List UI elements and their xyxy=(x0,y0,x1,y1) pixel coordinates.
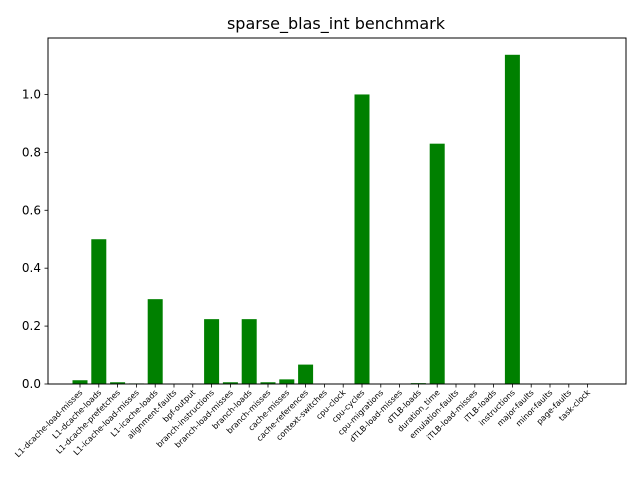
y-tick-label: 1.0 xyxy=(22,87,41,101)
y-tick-label: 0.2 xyxy=(22,319,41,333)
bar-instructions xyxy=(504,54,520,384)
y-tick-label: 0.6 xyxy=(22,203,41,217)
y-tick-label: 0.4 xyxy=(22,261,41,275)
bar-cache-misses xyxy=(279,379,295,384)
bar-L1-icache-loads xyxy=(147,299,163,384)
bar-branch-loads xyxy=(241,319,257,384)
bar-branch-load-misses xyxy=(222,382,238,384)
bar-L1-dcache-loads xyxy=(91,239,107,384)
bar-cache-references xyxy=(298,364,314,384)
chart-title: sparse_blas_int benchmark xyxy=(227,14,446,34)
bar-branch-instructions xyxy=(204,319,220,384)
bars-group xyxy=(72,54,520,385)
y-tick-label: 0.8 xyxy=(22,145,41,159)
bar-branch-misses xyxy=(260,382,276,384)
bar-L1-dcache-load-misses xyxy=(72,380,88,384)
plot-frame xyxy=(47,37,627,385)
y-axis: 0.0 0.2 0.4 0.6 0.8 1.0 xyxy=(22,87,48,391)
bar-L1-dcache-prefetches xyxy=(110,382,126,384)
bar-cpu-cycles xyxy=(354,94,370,385)
y-tick-label: 0.0 xyxy=(22,377,41,391)
bar-duration_time xyxy=(429,143,445,384)
